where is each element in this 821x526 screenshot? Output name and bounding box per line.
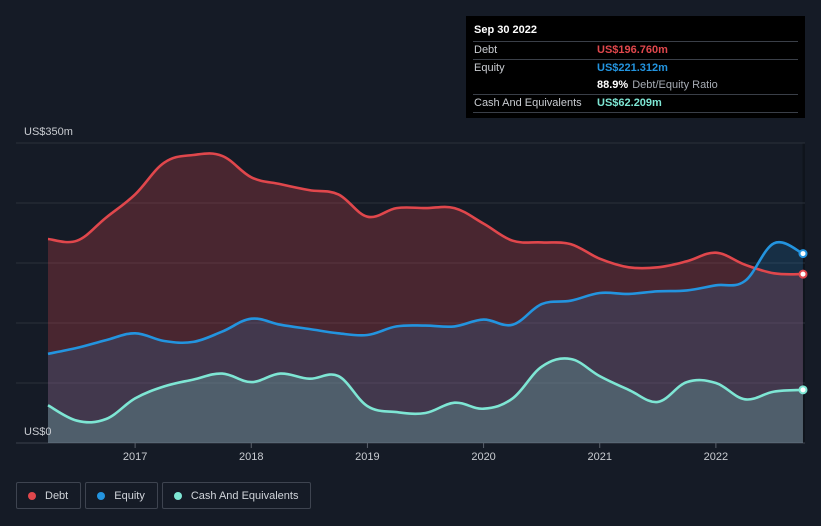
x-tick-label: 2018 [239,451,263,463]
debt-end-marker [798,269,808,279]
tooltip-equity-row: Equity US$221.312m [473,59,798,77]
data-tooltip: Sep 30 2022 Debt US$196.760m Equity US$2… [466,16,805,118]
equity-line [47,240,804,356]
tooltip-ratio-row: 88.9% Debt/Equity Ratio [473,77,798,94]
chart-axis-labels: US$350m US$0 2017 2018 2019 2020 2021 2022 [24,126,728,463]
cash-end-marker [798,385,808,395]
tooltip-cash-row: Cash And Equivalents US$62.209m [473,94,798,113]
tooltip-cash-value: US$62.209m [597,97,662,109]
tooltip-date: Sep 30 2022 [474,24,537,36]
tooltip-equity-value: US$221.312m [597,62,668,74]
chart-gridlines [16,142,805,444]
tooltip-debt-label: Debt [474,44,498,56]
debt-line [47,152,804,276]
x-tick-label: 2017 [123,451,147,463]
tooltip-debt-value: US$196.760m [597,44,668,56]
legend-item-debt[interactable]: Debt [16,482,82,509]
equity-end-marker [798,249,808,259]
chart-end-markers [798,249,808,395]
legend-debt-label: Debt [45,489,69,502]
cash-line [47,357,804,424]
x-tick-label: 2019 [355,451,379,463]
cash-area [48,358,803,443]
debt-area [48,153,803,444]
cash-dot-icon [173,491,182,500]
tooltip-debt-row: Debt US$196.760m [473,41,798,59]
equity-area [48,242,803,443]
chart-areas [48,153,803,444]
x-tick-label: 2022 [704,451,728,463]
x-tick-label: 2021 [587,451,611,463]
legend-item-equity[interactable]: Equity [85,482,158,509]
legend-item-cash[interactable]: Cash And Equivalents [161,482,312,509]
legend-equity-label: Equity [114,489,145,502]
x-tick-label: 2020 [471,451,495,463]
tooltip-cash-label: Cash And Equivalents [474,97,582,109]
hover-panel [802,143,805,443]
debt-dot-icon [28,491,36,500]
chart-lines [47,152,804,424]
chart-legend: Debt Equity Cash And Equivalents [16,482,315,509]
equity-dot-icon [97,491,106,500]
tooltip-equity-label: Equity [474,62,505,74]
y-axis-min-label: US$0 [24,426,52,438]
tooltip-ratio-label: Debt/Equity Ratio [632,79,718,91]
y-axis-max-label: US$350m [24,126,73,138]
tooltip-ratio-value: 88.9% [597,79,629,91]
legend-cash-label: Cash And Equivalents [190,489,299,502]
